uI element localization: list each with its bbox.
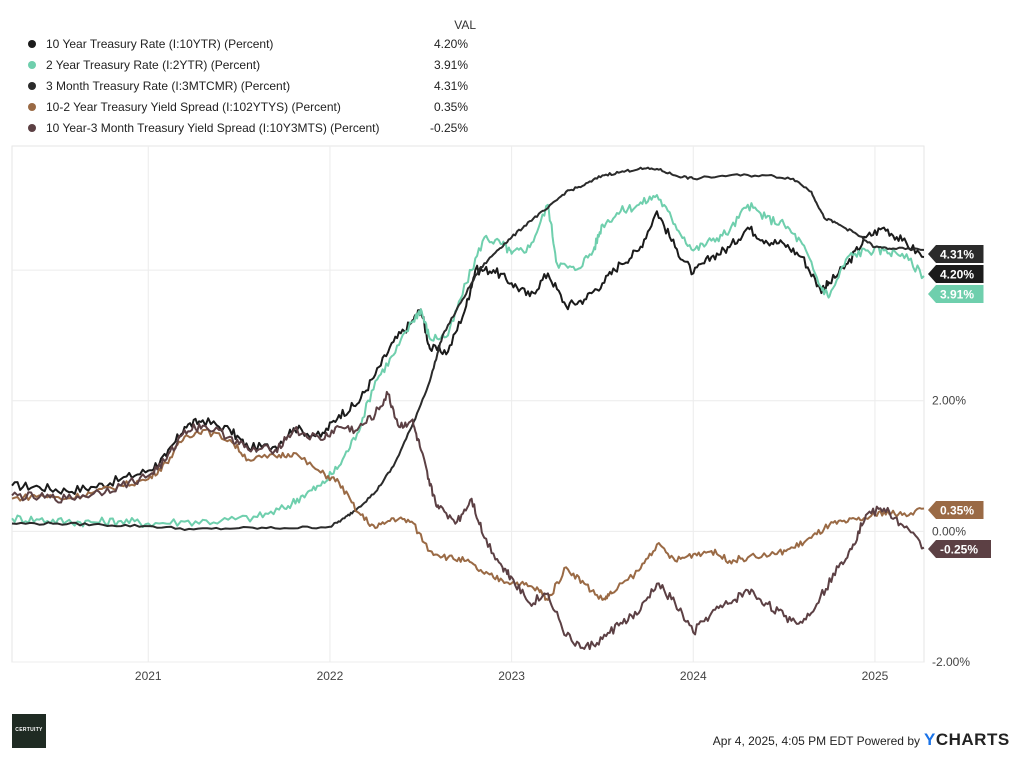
plot-area: [11, 145, 925, 663]
x-tick-label: 2021: [135, 669, 162, 683]
end-value-tag: [928, 285, 984, 303]
legend-dot-icon: [28, 61, 36, 69]
legend-dot-icon: [28, 103, 36, 111]
legend-value: 3.91%: [433, 58, 468, 72]
legend-item-10-year-rate[interactable]: 10 Year Treasury Rate (I:10YTR) (Percent…: [28, 34, 468, 54]
legend-label: 10-2 Year Treasury Yield Spread (I:102YT…: [46, 100, 341, 114]
legend-value: -0.25%: [429, 121, 468, 135]
end-value-label: -0.25%: [940, 543, 978, 557]
end-value-tag: [928, 540, 991, 558]
legend-item-10-3m-spread[interactable]: 10 Year-3 Month Treasury Yield Spread (I…: [28, 118, 468, 138]
y-tick-label: 0.00%: [932, 524, 966, 538]
x-tick-label: 2022: [317, 669, 344, 683]
x-tick-label: 2024: [680, 669, 707, 683]
brand-rest: CHARTS: [935, 730, 1010, 749]
legend-label: 10 Year-3 Month Treasury Yield Spread (I…: [46, 121, 380, 135]
end-value-label: 0.35%: [940, 504, 974, 518]
legend-item-2-year-rate[interactable]: 2 Year Treasury Rate (I:2YTR) (Percent) …: [28, 55, 468, 75]
end-value-tag: [928, 265, 984, 283]
x-tick-label: 2025: [862, 669, 889, 683]
timestamp-powered-by: Apr 4, 2025, 4:05 PM EDT Powered by: [712, 734, 920, 748]
certuity-logo: CERTUITY: [12, 714, 46, 748]
logo-text: CERTUITY: [15, 727, 43, 733]
legend-dot-icon: [28, 82, 36, 90]
series-line: [11, 390, 925, 651]
end-value-label: 4.31%: [940, 248, 974, 262]
end-value-label: 3.91%: [940, 288, 974, 302]
y-tick-label: -2.00%: [932, 655, 970, 669]
brand-y: Y: [924, 730, 936, 749]
series-line: [11, 194, 925, 528]
series-line: [11, 166, 924, 531]
legend-value-header: VAL: [454, 18, 476, 32]
legend-label: 3 Month Treasury Rate (I:3MTCMR) (Percen…: [46, 79, 291, 93]
y-tick-label: 2.00%: [932, 394, 966, 408]
legend-dot-icon: [28, 124, 36, 132]
series-line: [11, 428, 925, 601]
end-value-tag: [928, 245, 984, 263]
legend-label: 2 Year Treasury Rate (I:2YTR) (Percent): [46, 58, 261, 72]
legend-value: 4.20%: [433, 37, 468, 51]
legend-label: 10 Year Treasury Rate (I:10YTR) (Percent…: [46, 37, 274, 51]
end-value-tag: [928, 501, 984, 519]
line-chart[interactable]: 2021 2022 2023 2024 2025 2.00% 0.00% -2.00% 4.20…: [0, 0, 1024, 700]
legend-item-3-month-rate[interactable]: 3 Month Treasury Rate (I:3MTCMR) (Percen…: [28, 76, 468, 96]
legend-item-10-2-spread[interactable]: 10-2 Year Treasury Yield Spread (I:102YT…: [28, 97, 468, 117]
legend-value: 0.35%: [433, 100, 468, 114]
series-line: [11, 210, 925, 495]
end-value-label: 4.20%: [940, 268, 974, 282]
legend-dot-icon: [28, 40, 36, 48]
x-tick-label: 2023: [498, 669, 525, 683]
legend-value: 4.31%: [433, 79, 468, 93]
ycharts-logo: YCHARTS: [924, 730, 1010, 750]
